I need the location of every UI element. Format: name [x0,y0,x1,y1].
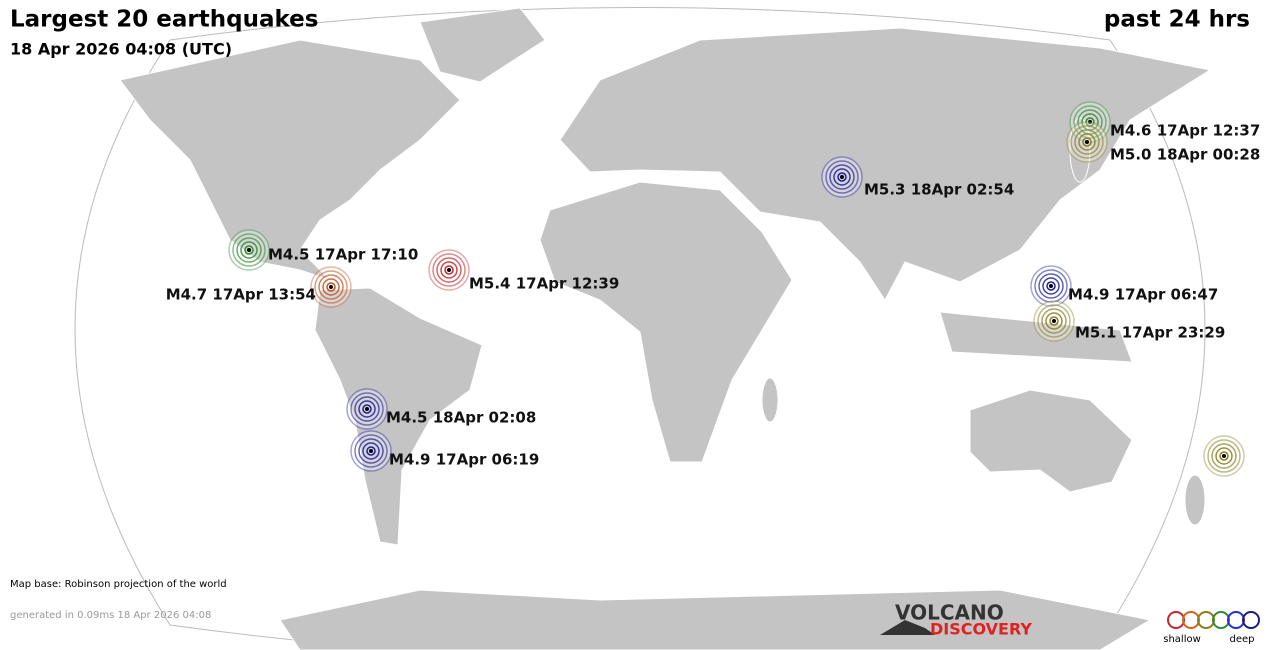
quake-ring [1074,129,1100,155]
quake-ring [837,172,847,182]
quake-ring [829,164,855,190]
quake-label: M4.7 17Apr 13:54 [166,286,316,304]
quake-ring [1042,277,1060,295]
quake-ring [322,278,340,296]
quake-center [1052,319,1056,323]
quake-marker [1030,265,1072,307]
quake-center [1088,120,1092,124]
quake-label: M5.3 18Apr 02:54 [864,181,1014,199]
quake-ring [1041,308,1067,334]
quake-ring [1049,316,1059,326]
quake-label: M4.9 17Apr 06:19 [389,451,539,469]
quake-ring [436,257,462,283]
quake-marker [1203,435,1245,477]
land [119,7,1212,650]
timestamp: 18 Apr 2026 04:08 (UTC) [10,40,232,59]
quake-ring [1034,269,1068,303]
quake-ring [432,253,466,287]
quake-ring [1078,133,1096,151]
quake-ring [240,241,258,259]
quake-ring [354,434,388,468]
quake-ring [1045,312,1063,330]
quake-marker [428,249,470,291]
quake-ring [354,396,380,422]
quake-center [1222,454,1226,458]
quake-ring [366,446,376,456]
map-base: Map base: Robinson projection of the wor… [10,579,227,590]
brand-top: VOLCANO [895,601,1004,625]
legend-deep: deep [1230,634,1255,645]
quake-ring [358,400,376,418]
quake-label: M5.1 17Apr 23:29 [1075,324,1225,342]
quake-ring [244,245,254,255]
quake-ring [1046,281,1056,291]
quake-ring [1215,447,1233,465]
quake-label: M4.5 18Apr 02:08 [386,409,536,427]
quake-ring [350,392,384,426]
brand-bottom: DISCOVERY [930,620,1032,639]
quake-ring [1082,137,1092,147]
quake-label: M4.5 17Apr 17:10 [268,246,418,264]
quake-label: M4.9 17Apr 06:47 [1068,286,1218,304]
depth-legend [1167,611,1260,629]
quake-center [1049,284,1053,288]
quake-label: M5.0 18Apr 00:28 [1110,146,1260,164]
quake-marker [821,156,863,198]
quake-center [1085,140,1089,144]
logo-icon [880,620,935,635]
title: Largest 20 earthquakes [10,7,318,33]
quake-marker [1066,121,1108,163]
quake-center [247,248,251,252]
quake-ring [1070,125,1104,159]
quake-marker [310,266,352,308]
quake-ring [444,265,454,275]
quake-ring [833,168,851,186]
quake-ring [232,233,266,267]
quake-ring [362,404,372,414]
quake-ring [362,442,380,460]
quake-ring [1037,304,1071,338]
quake-center [447,268,451,272]
quake-marker [350,430,392,472]
quake-ring [318,274,344,300]
generated: generated in 0.09ms 18 Apr 2026 04:08 [10,610,211,621]
quake-ring [1038,273,1064,299]
quake-center [369,449,373,453]
quake-marker [228,229,270,271]
quake-label: M5.4 17Apr 12:39 [469,275,619,293]
quake-ring [236,237,262,263]
quake-marker [346,388,388,430]
quake-ring [1207,439,1241,473]
quake-ring [358,438,384,464]
quake-ring [1219,451,1229,461]
quake-center [329,285,333,289]
legend-shallow: shallow [1163,634,1201,645]
period: past 24 hrs [1104,7,1250,33]
quake-ring [326,282,336,292]
quake-ring [825,160,859,194]
quake-ring [314,270,348,304]
quake-ring [1073,105,1107,139]
quake-center [840,175,844,179]
quake-ring [1211,443,1237,469]
quake-center [365,407,369,411]
quake-marker [1033,300,1075,342]
quake-label: M4.6 17Apr 12:37 [1110,122,1260,140]
quake-ring [440,261,458,279]
